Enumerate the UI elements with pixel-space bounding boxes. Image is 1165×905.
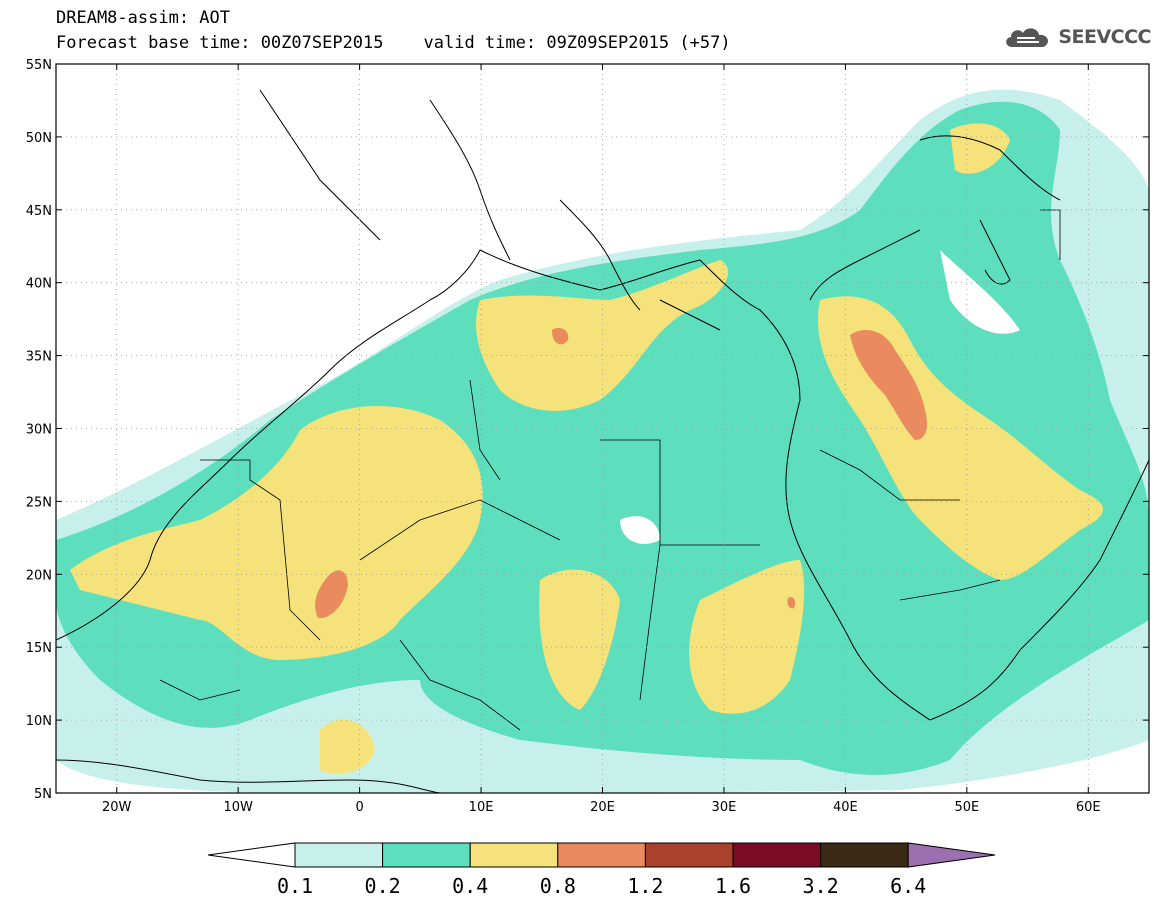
lat-tick-label: 50N — [26, 131, 52, 146]
colorbar-upper-extension — [907, 842, 996, 868]
colorbar-label: 0.4 — [452, 874, 488, 898]
lon-tick-label: 10E — [469, 800, 494, 815]
lat-tick-label: 30N — [26, 423, 52, 438]
lat-tick-label: 45N — [26, 204, 52, 219]
valid-time: valid time: 09Z09SEP2015 (+57) — [423, 33, 731, 53]
lat-tick-label: 5N — [34, 787, 52, 802]
map-title: DREAM8-assim: AOT — [56, 8, 230, 28]
country-borders — [159, 209, 1061, 731]
colorbar-swatch — [382, 842, 471, 868]
lat-tick-label: 40N — [26, 277, 52, 292]
logo-text: SEEVCCC — [1058, 26, 1151, 48]
lon-tick-label: 30E — [712, 800, 737, 815]
coastlines — [56, 89, 1149, 793]
lat-tick-label: 15N — [26, 641, 52, 656]
colorbar-swatch — [820, 842, 909, 868]
longitude-axis: 20W 10W 0 10E 20E 30E 40E 50E 60E — [102, 64, 1101, 815]
colorbar-label: 1.2 — [627, 874, 663, 898]
colorbar-label: 0.2 — [365, 874, 401, 898]
lat-tick-label: 25N — [26, 495, 52, 510]
colorbar-swatch — [557, 842, 646, 868]
seevccc-logo: SEEVCCC — [1002, 22, 1151, 52]
aot-field — [56, 64, 1149, 793]
colorbar-swatch — [294, 842, 384, 868]
colorbar-label: 6.4 — [890, 874, 926, 898]
lon-tick-label: 10W — [223, 800, 253, 815]
latitude-axis: 5N 10N 15N 20N 25N 30N 35N 40N 45N 50N 55N — [26, 58, 1149, 802]
colorbar-swatch — [469, 842, 559, 868]
colorbar-lower-extension — [207, 842, 296, 868]
time-info: Forecast base time: 00Z07SEP2015 valid ti… — [56, 33, 731, 53]
cloud-icon — [1006, 28, 1049, 47]
colorbar-swatch — [732, 842, 822, 868]
colorbar-label: 0.1 — [277, 874, 313, 898]
lat-tick-label: 10N — [26, 714, 52, 729]
lon-tick-label: 60E — [1076, 800, 1101, 815]
lat-tick-label: 35N — [26, 350, 52, 365]
lon-tick-label: 0 — [355, 800, 363, 815]
colorbar-label: 1.6 — [715, 874, 751, 898]
lon-tick-label: 20W — [102, 800, 132, 815]
colorbar-label: 3.2 — [803, 874, 839, 898]
aot-level-0.8 — [315, 328, 927, 619]
lon-tick-label: 40E — [833, 800, 858, 815]
lat-tick-label: 20N — [26, 568, 52, 583]
base-time: Forecast base time: 00Z07SEP2015 — [56, 33, 384, 53]
map-grid — [56, 64, 1149, 793]
colorbar-swatch — [644, 842, 734, 868]
lat-tick-label: 55N — [26, 58, 52, 73]
colorbar: 0.1 0.2 0.4 0.8 1.2 1.6 3.2 6.4 — [207, 842, 996, 898]
lon-tick-label: 50E — [954, 800, 979, 815]
colorbar-label: 0.8 — [540, 874, 576, 898]
lon-tick-label: 20E — [590, 800, 615, 815]
